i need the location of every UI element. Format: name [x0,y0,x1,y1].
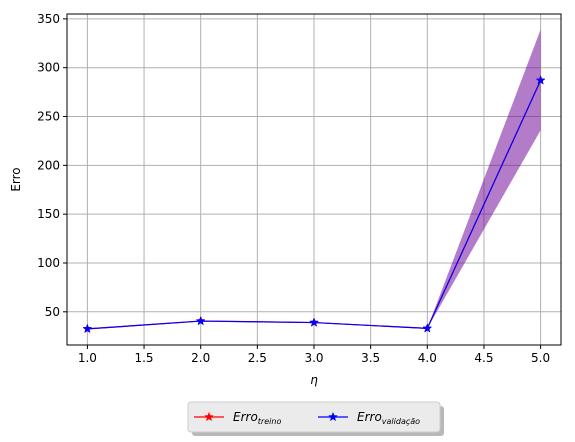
data-point-marker [82,323,93,334]
x-axis-label: η [310,373,318,387]
x-tick-label: 1.0 [78,351,97,365]
legend-label-subscript: treino [258,417,282,426]
x-tick-label: 1.5 [134,351,153,365]
x-tick-label: 3.5 [361,351,380,365]
y-axis-ticks: 50 100 150 200 250 300 350 [37,12,67,319]
x-tick-label: 3.0 [304,351,323,365]
x-tick-label: 2.0 [191,351,210,365]
x-tick-label: 2.5 [248,351,267,365]
y-tick-label: 350 [37,12,60,26]
y-tick-label: 200 [37,158,60,172]
series-lines [82,75,546,334]
x-tick-label: 4.5 [474,351,493,365]
y-tick-label: 50 [45,305,60,319]
grid [67,14,561,345]
legend-label: Errotreino [233,410,281,426]
x-axis-ticks: 1.0 1.5 2.0 2.5 3.0 3.5 4.0 4.5 5.0 [78,345,550,365]
legend-label-subscript: validação [382,417,420,426]
data-point-marker [422,323,433,333]
y-axis-label: Erro [9,167,23,191]
y-tick-label: 150 [37,207,60,221]
y-tick-label: 250 [37,110,60,124]
x-tick-label: 5.0 [531,351,550,365]
legend: Errotreino Errovalidação [187,401,444,436]
legend-box [187,401,441,433]
data-point-marker [309,317,319,327]
legend-label: Errovalidação [357,410,420,426]
legend-marker [204,411,214,422]
legend-label-base: Erro [357,410,382,424]
y-tick-label: 100 [37,256,60,270]
data-point-marker [535,75,546,85]
x-tick-label: 4.0 [418,351,437,365]
data-point-marker [195,315,206,326]
y-tick-label: 300 [37,61,60,75]
legend-label-base: Erro [233,410,258,424]
legend-marker [328,411,338,422]
